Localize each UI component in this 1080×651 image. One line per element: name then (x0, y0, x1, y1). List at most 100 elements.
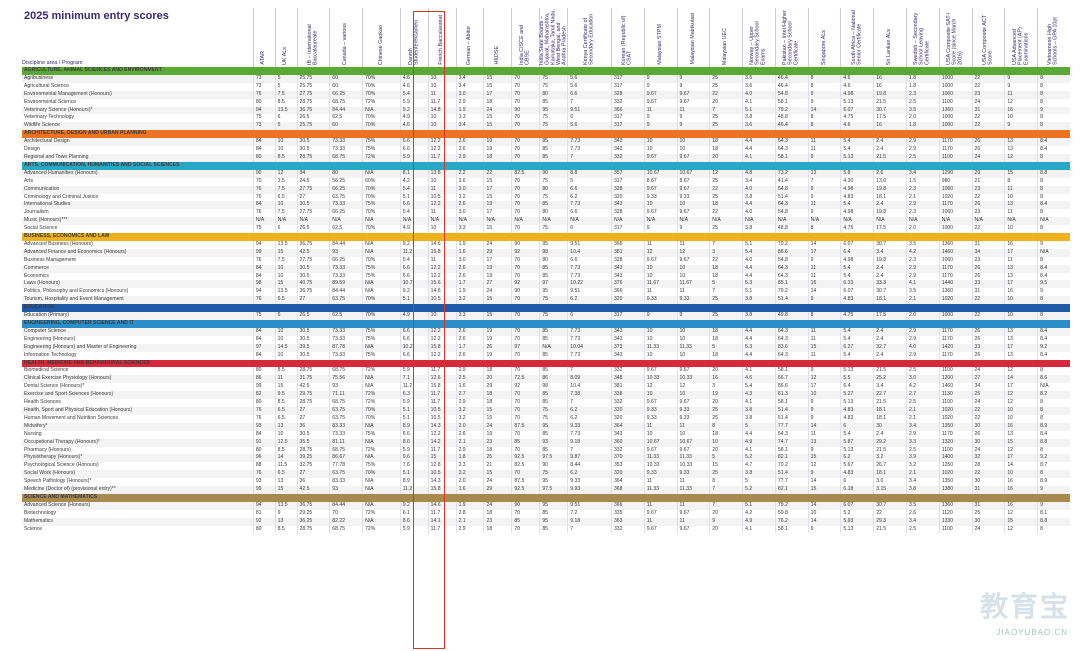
score-cell: 76 (252, 185, 276, 194)
score-cell: 13 (1004, 272, 1038, 281)
column-header: Norway – Upper Secondary School Exams (742, 8, 776, 67)
score-cell: 10 (1004, 193, 1038, 202)
score-cell: 85 (539, 351, 568, 360)
score-cell: 85 (539, 327, 568, 336)
table-body: AGRICULTURE, ANIMAL SCIENCES AND ENVIRON… (22, 67, 1070, 534)
score-cell: 70 (511, 153, 540, 162)
score-cell: 15 (483, 312, 512, 320)
score-cell: 9 (807, 193, 841, 202)
score-cell: 12 (643, 248, 678, 257)
score-cell: 11 (427, 256, 457, 265)
score-cell: 30.5 (296, 201, 330, 210)
score-cell: 13 (1004, 138, 1038, 147)
score-cell: 11 (427, 185, 457, 194)
score-cell: 7.2 (567, 509, 612, 518)
score-cell: 7.5 (274, 256, 298, 265)
score-cell: N/A (274, 217, 298, 226)
score-cell: 10 (427, 74, 457, 83)
score-cell: 11 (643, 288, 678, 297)
score-cell: 9.67 (643, 185, 678, 194)
score-cell: 26 (971, 201, 1005, 210)
table-row: Clinical Exercise Physiology (Honours) 86… (22, 375, 1070, 384)
score-cell: 9 (1004, 82, 1038, 91)
score-cell: 36.75 (296, 240, 330, 249)
score-cell: 357 (610, 169, 645, 178)
score-cell: 5.1 (742, 106, 776, 115)
column-header-label: Norway – Upper Secondary School Exams (749, 21, 767, 65)
score-cell: 27.75 (296, 256, 330, 265)
score-cell: 4.6 (742, 375, 776, 384)
score-cell: 19 (483, 272, 512, 281)
score-cell: 97 (539, 280, 568, 289)
score-cell: 4.6 (840, 74, 874, 83)
score-cell: 5.8 (840, 169, 874, 178)
score-cell: 14.2 (427, 438, 457, 447)
score-cell: 93 (539, 438, 568, 447)
score-cell: 10 (274, 272, 298, 281)
score-cell: 77.7 (774, 422, 809, 431)
score-cell: 11.7 (427, 367, 457, 376)
score-cell: 35.5 (296, 438, 330, 447)
score-cell: 1100 (938, 399, 973, 407)
score-cell: 19.8 (873, 256, 907, 265)
score-cell: 3.2 (455, 193, 484, 202)
table-row: Psychological Science (Honours) 88 11.5 32.… (22, 462, 1070, 471)
table-row: Education (Primary) 75 6 26.5 62.5 70% 4.9 10 3.… (22, 312, 1070, 320)
score-cell: 8 (1037, 98, 1070, 107)
score-cell: 16 (873, 82, 907, 91)
score-cell: 2.9 (905, 335, 940, 344)
score-cell: 46.4 (774, 74, 809, 83)
score-cell: 4.98 (840, 256, 874, 265)
score-cell: 16 (1004, 478, 1038, 487)
score-cell: 8.6 (399, 438, 429, 447)
score-cell: 3.4 (905, 478, 940, 487)
score-cell: 2.3 (455, 462, 484, 471)
column-header-discipline: Discipline area / Program (22, 8, 253, 67)
score-cell: 75 (539, 414, 568, 423)
score-cell: 8.6 (1037, 375, 1070, 384)
score-cell: 8.4 (1037, 264, 1070, 273)
score-cell: 18 (709, 430, 743, 439)
score-cell: 11 (643, 422, 678, 431)
score-cell: 8.4 (1037, 327, 1070, 336)
score-cell: 48.8 (774, 225, 809, 234)
score-cell: 8.5 (274, 399, 298, 407)
score-cell: 75% (362, 430, 401, 439)
score-cell: 8 (1037, 122, 1070, 131)
score-cell: 25 (709, 470, 743, 479)
score-cell: 6.07 (840, 106, 874, 115)
score-cell: 11 (643, 517, 678, 526)
score-cell: 9.2 (399, 240, 429, 249)
program-name-cell: Biomedical Science (22, 367, 254, 376)
score-cell: 73 (252, 74, 276, 83)
score-cell: 32.75 (296, 462, 330, 471)
score-cell: 381 (610, 248, 645, 257)
category-row: SCIENCE AND MATHEMATICS (22, 493, 1070, 502)
score-cell: 62.5 (329, 114, 363, 123)
score-cell: 1170 (938, 335, 973, 344)
score-cell: 58.1 (774, 367, 809, 376)
score-cell: 3.2 (873, 454, 907, 463)
score-cell: 6 (274, 225, 298, 234)
score-cell: 2.0 (905, 114, 940, 123)
score-cell: 95 (539, 106, 568, 115)
score-cell: 25 (709, 312, 743, 320)
score-cell: 70% (362, 470, 401, 479)
score-cell: 10 (1004, 406, 1038, 415)
score-cell: 366 (610, 501, 645, 510)
score-cell: 10 (676, 351, 710, 360)
score-cell: 5.4 (840, 430, 874, 439)
score-cell: 7.73 (567, 201, 612, 210)
score-cell: 83.33 (329, 422, 363, 431)
score-cell: N/A (362, 280, 401, 289)
score-cell: 30.7 (873, 288, 907, 297)
score-cell: 8 (1037, 406, 1070, 415)
score-cell: 25 (709, 74, 743, 83)
score-cell: 9.33 (676, 296, 710, 305)
score-cell: 5.1 (399, 414, 429, 423)
score-cell: 73.33 (329, 138, 363, 147)
score-cell: 79.2 (774, 288, 809, 297)
score-cell: 364 (610, 422, 645, 431)
score-cell: 1020 (938, 296, 973, 305)
score-cell: 58.1 (774, 446, 809, 455)
